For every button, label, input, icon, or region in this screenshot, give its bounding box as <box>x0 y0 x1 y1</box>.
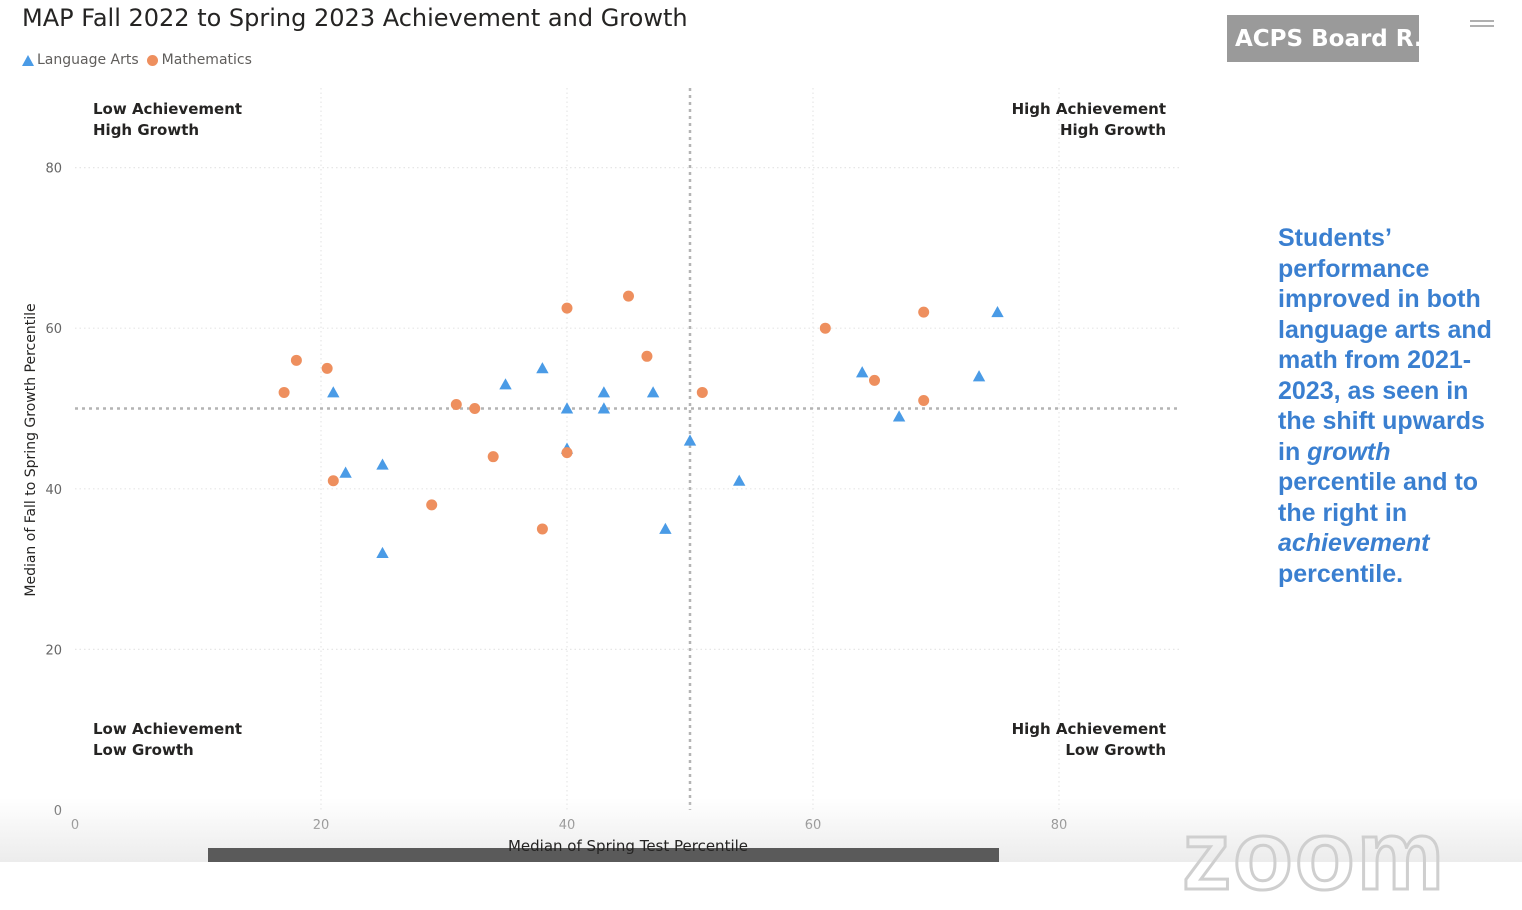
data-point-mathematics <box>918 306 930 318</box>
chart-legend: Language Arts Mathematics <box>22 52 260 68</box>
quadrant-label-top-right: High Achievement High Growth <box>1011 100 1166 139</box>
data-point-mathematics <box>623 290 634 302</box>
data-point-language-arts <box>327 386 340 398</box>
data-point-mathematics <box>561 447 573 459</box>
chart-title: MAP Fall 2022 to Spring 2023 Achievement… <box>22 4 688 32</box>
data-point-mathematics <box>918 394 930 406</box>
data-point-mathematics <box>536 523 548 535</box>
data-point-mathematics <box>327 475 339 487</box>
data-point-mathematics <box>290 354 302 366</box>
y-tick-label: 60 <box>45 322 62 337</box>
legend-item-mathematics[interactable]: Mathematics <box>146 52 252 68</box>
y-tick-label: 40 <box>45 483 62 498</box>
annotation-text: Students’ performance improved in both l… <box>1278 224 1492 588</box>
x-axis-label: Median of Spring Test Percentile <box>507 837 749 855</box>
data-point-language-arts <box>659 522 672 534</box>
legend-label: Language Arts <box>37 52 139 68</box>
data-point-language-arts <box>560 402 574 414</box>
data-point-language-arts <box>499 378 512 390</box>
zoom-watermark: zoom <box>1181 800 1446 910</box>
legend-label: Mathematics <box>161 52 252 68</box>
data-point-language-arts <box>597 402 611 414</box>
data-point-language-arts <box>991 305 1004 318</box>
data-point-language-arts <box>856 366 869 378</box>
quadrant-label-bottom-left: Low Achievement Low Growth <box>93 720 243 759</box>
data-point-mathematics <box>469 403 481 414</box>
data-point-mathematics <box>696 386 708 398</box>
legend-item-language-arts[interactable]: Language Arts <box>22 52 139 68</box>
data-point-language-arts <box>683 434 697 446</box>
data-point-mathematics <box>561 302 573 314</box>
data-point-mathematics <box>278 386 290 398</box>
quadrant-label-bottom-right: High Achievement Low Growth <box>1011 720 1166 759</box>
data-point-language-arts <box>339 466 352 478</box>
caption-bar <box>208 848 999 862</box>
quadrant-label-top-left: Low Achievement High Growth <box>93 100 243 139</box>
menu-icon[interactable] <box>1470 20 1494 32</box>
circle-marker-icon <box>146 54 158 66</box>
meeting-name-tag[interactable]: ACPS Board R... <box>1227 15 1419 62</box>
data-point-mathematics <box>869 374 880 386</box>
data-point-language-arts <box>972 370 986 382</box>
data-point-language-arts <box>536 362 549 374</box>
data-point-mathematics <box>321 362 333 374</box>
data-point-mathematics <box>450 398 462 410</box>
data-point-language-arts <box>376 546 389 558</box>
triangle-marker-icon <box>22 54 34 66</box>
data-point-mathematics <box>487 451 499 463</box>
data-point-language-arts <box>597 386 611 398</box>
data-point-language-arts <box>733 474 746 486</box>
data-point-mathematics <box>641 350 653 362</box>
data-point-language-arts <box>376 458 389 470</box>
data-point-language-arts <box>892 410 906 422</box>
data-point-language-arts <box>646 386 660 398</box>
y-axis-label: Median of Fall to Spring Growth Percenti… <box>23 303 39 597</box>
data-point-mathematics <box>426 499 438 511</box>
y-tick-label: 80 <box>45 162 62 177</box>
data-point-mathematics <box>819 322 831 334</box>
y-tick-label: 20 <box>45 643 62 658</box>
